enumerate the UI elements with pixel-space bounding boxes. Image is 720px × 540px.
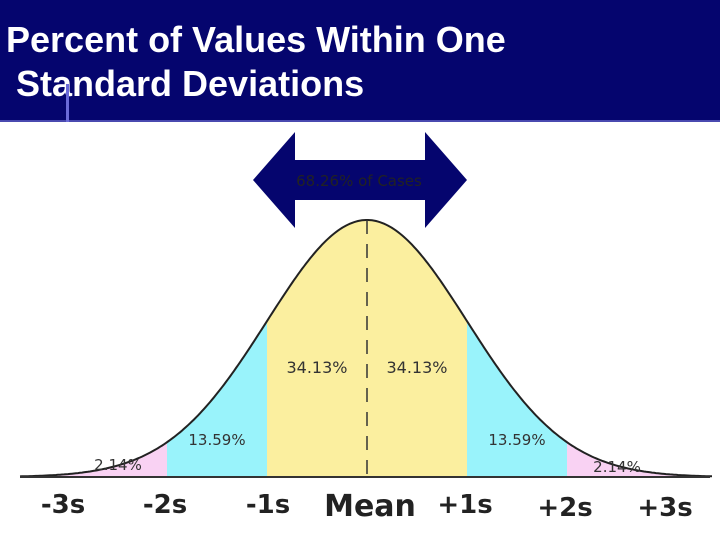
- slide-title: Percent of Values Within One Standard De…: [6, 18, 706, 106]
- region-right-tail: [567, 442, 712, 477]
- curve-regions: [20, 220, 712, 477]
- region-left-center: [267, 220, 367, 477]
- percent-label-right-tail: 2.14%: [593, 458, 641, 476]
- percent-label-right-center: 34.13%: [386, 358, 447, 377]
- arrow-label: 68.26% of Cases: [296, 172, 422, 190]
- region-left-tail: [20, 442, 167, 477]
- axis-label-3: Mean: [324, 489, 416, 524]
- axis-label-0: -3s: [41, 490, 85, 520]
- region-right-center: [367, 220, 467, 477]
- axis-label-4: +1s: [437, 490, 492, 520]
- bell-curve-outline: [19, 219, 712, 478]
- percent-labels: 2.14% 13.59% 34.13% 34.13% 13.59% 2.14%: [94, 358, 641, 476]
- title-accent-line: [66, 84, 69, 122]
- axis-label-5: +2s: [537, 493, 592, 523]
- axis-label-6: +3s: [637, 493, 692, 523]
- percent-label-left-tail: 2.14%: [94, 456, 142, 474]
- slide-title-line-1: Percent of Values Within One: [6, 19, 506, 60]
- slide-title-line-2: Standard Deviations: [6, 63, 365, 104]
- axis-labels: -3s -2s -1s Mean +1s +2s +3s: [41, 489, 693, 524]
- double-headed-arrow: 68.26% of Cases: [253, 132, 467, 228]
- arrow-shape: [253, 132, 467, 228]
- percent-label-right-mid: 13.59%: [488, 431, 545, 449]
- normal-distribution-diagram: 68.26% of Cases 2.14% 13.59% 34.13% 34.13% 1…: [19, 132, 712, 524]
- percent-label-left-mid: 13.59%: [188, 431, 245, 449]
- axis-label-2: -1s: [246, 490, 290, 520]
- title-bar: Percent of Values Within One Standard De…: [0, 0, 720, 122]
- axis-label-1: -2s: [143, 490, 187, 520]
- percent-label-left-center: 34.13%: [286, 358, 347, 377]
